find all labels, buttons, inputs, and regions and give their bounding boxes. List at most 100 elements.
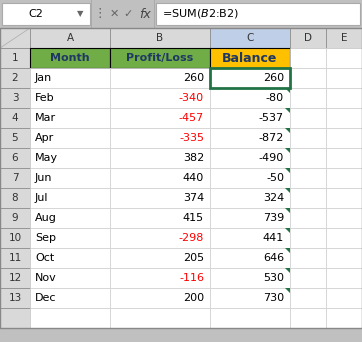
Bar bbox=[30, 48, 110, 68]
Text: -80: -80 bbox=[266, 93, 284, 103]
Text: Apr: Apr bbox=[35, 133, 54, 143]
Text: 324: 324 bbox=[263, 193, 284, 203]
Bar bbox=[290, 268, 326, 288]
Text: Feb: Feb bbox=[35, 93, 55, 103]
Bar bbox=[326, 268, 362, 288]
Text: 415: 415 bbox=[183, 213, 204, 223]
Text: -298: -298 bbox=[178, 233, 204, 243]
Text: 739: 739 bbox=[263, 213, 284, 223]
Bar bbox=[30, 228, 110, 248]
Bar bbox=[210, 88, 290, 108]
Text: ✕: ✕ bbox=[109, 9, 119, 19]
Text: 530: 530 bbox=[263, 273, 284, 283]
Bar bbox=[326, 168, 362, 188]
Bar bbox=[0, 288, 30, 308]
Text: Aug: Aug bbox=[35, 213, 57, 223]
Text: 8: 8 bbox=[12, 193, 18, 203]
Bar bbox=[210, 128, 290, 148]
Bar bbox=[110, 188, 210, 208]
Text: Jun: Jun bbox=[35, 173, 52, 183]
Text: 9: 9 bbox=[12, 213, 18, 223]
Bar bbox=[210, 68, 290, 88]
Bar bbox=[210, 268, 290, 288]
Bar bbox=[326, 128, 362, 148]
Text: ▼: ▼ bbox=[77, 10, 83, 18]
Text: -50: -50 bbox=[266, 173, 284, 183]
Bar bbox=[290, 128, 326, 148]
Bar bbox=[110, 208, 210, 228]
Bar bbox=[326, 208, 362, 228]
Bar bbox=[290, 108, 326, 128]
Bar bbox=[110, 248, 210, 268]
Text: 260: 260 bbox=[183, 73, 204, 83]
Text: -490: -490 bbox=[259, 153, 284, 163]
Bar bbox=[110, 48, 210, 68]
Bar bbox=[326, 88, 362, 108]
Bar bbox=[0, 108, 30, 128]
Bar bbox=[210, 168, 290, 188]
Bar bbox=[326, 188, 362, 208]
Bar bbox=[210, 308, 290, 328]
Bar bbox=[210, 248, 290, 268]
Bar bbox=[210, 48, 290, 68]
Text: 441: 441 bbox=[263, 233, 284, 243]
Bar bbox=[290, 248, 326, 268]
Text: E: E bbox=[341, 33, 347, 43]
Bar bbox=[210, 148, 290, 168]
Text: 10: 10 bbox=[8, 233, 22, 243]
Bar bbox=[290, 48, 326, 68]
Bar bbox=[154, 0, 155, 28]
Bar bbox=[290, 228, 326, 248]
Bar bbox=[30, 28, 110, 48]
Text: D: D bbox=[304, 33, 312, 43]
Bar bbox=[326, 248, 362, 268]
Bar bbox=[110, 148, 210, 168]
Bar bbox=[210, 108, 290, 128]
Bar bbox=[0, 68, 30, 88]
Bar bbox=[156, 3, 360, 25]
Bar bbox=[290, 148, 326, 168]
Text: A: A bbox=[67, 33, 73, 43]
Text: -457: -457 bbox=[179, 113, 204, 123]
Bar bbox=[30, 268, 110, 288]
Bar bbox=[210, 208, 290, 228]
Bar bbox=[110, 308, 210, 328]
Bar bbox=[290, 188, 326, 208]
Bar bbox=[0, 208, 30, 228]
Polygon shape bbox=[285, 188, 290, 193]
Bar bbox=[30, 128, 110, 148]
Bar bbox=[30, 188, 110, 208]
Text: 3: 3 bbox=[12, 93, 18, 103]
Polygon shape bbox=[285, 148, 290, 153]
Bar bbox=[290, 288, 326, 308]
Bar bbox=[0, 88, 30, 108]
Bar bbox=[210, 188, 290, 208]
Text: -537: -537 bbox=[259, 113, 284, 123]
Text: 260: 260 bbox=[263, 73, 284, 83]
Polygon shape bbox=[285, 268, 290, 273]
Text: 6: 6 bbox=[12, 153, 18, 163]
Text: 374: 374 bbox=[183, 193, 204, 203]
Bar bbox=[290, 308, 326, 328]
Text: Balance: Balance bbox=[222, 52, 278, 65]
Text: ⋮: ⋮ bbox=[94, 8, 106, 21]
Text: Mar: Mar bbox=[35, 113, 56, 123]
Bar bbox=[30, 68, 110, 88]
Bar bbox=[30, 168, 110, 188]
Bar bbox=[326, 108, 362, 128]
Polygon shape bbox=[285, 108, 290, 113]
Text: =SUM($B$2:B2): =SUM($B$2:B2) bbox=[162, 8, 239, 21]
Text: -340: -340 bbox=[179, 93, 204, 103]
Text: -872: -872 bbox=[258, 133, 284, 143]
Text: 200: 200 bbox=[183, 293, 204, 303]
Text: 7: 7 bbox=[12, 173, 18, 183]
Text: C2: C2 bbox=[29, 9, 43, 19]
Bar bbox=[290, 28, 326, 48]
Text: C: C bbox=[246, 33, 254, 43]
Bar bbox=[290, 168, 326, 188]
Bar bbox=[91, 0, 92, 28]
Bar bbox=[110, 88, 210, 108]
Bar bbox=[326, 148, 362, 168]
Bar bbox=[0, 28, 30, 48]
Polygon shape bbox=[285, 168, 290, 173]
